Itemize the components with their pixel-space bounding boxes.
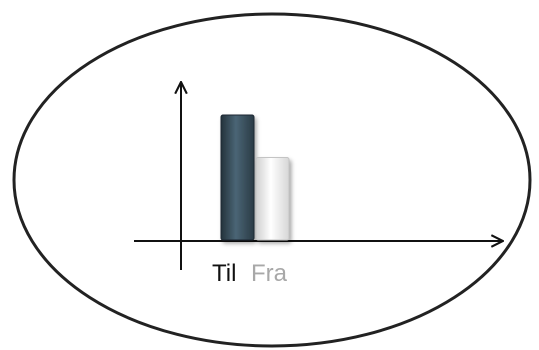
bar-til xyxy=(220,114,255,241)
bar-fra xyxy=(255,157,290,241)
category-label-til: Til xyxy=(212,260,236,287)
outline-ellipse xyxy=(12,12,532,348)
category-label-fra: Fra xyxy=(251,260,288,287)
bars-group xyxy=(220,114,290,241)
